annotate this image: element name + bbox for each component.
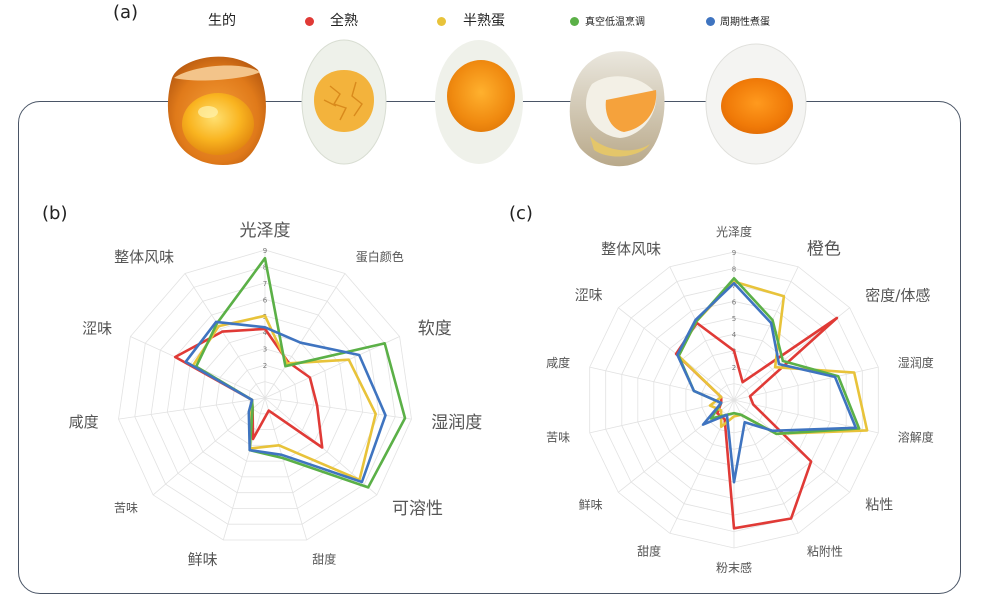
series-line-1 — [191, 314, 378, 482]
legend-dot-periodic — [706, 17, 715, 26]
axis-label: 光泽度 — [240, 221, 291, 241]
axis-label: 苦味 — [546, 431, 570, 445]
hard-boiled-egg-photo — [301, 39, 387, 165]
tick-label: 7 — [732, 282, 736, 290]
grid-spoke — [184, 273, 266, 399]
legend-dot-half — [437, 17, 446, 26]
axis-label: 橙色 — [807, 240, 841, 260]
legend-sousvide: 真空低温烹调 — [585, 17, 645, 28]
axis-label: 可溶性 — [392, 499, 443, 519]
axis-label: 甜度 — [637, 544, 661, 559]
series-line-2 — [677, 276, 861, 436]
tick-label: 8 — [263, 263, 267, 271]
grid-spoke — [264, 397, 308, 541]
grid-spoke — [118, 397, 266, 420]
raw-egg-photo — [167, 56, 266, 166]
panel-label-a: (a) — [113, 2, 139, 23]
legend-half: 半熟蛋 — [463, 13, 505, 29]
axis-label: 咸度 — [69, 413, 99, 431]
tick-label: 6 — [732, 298, 737, 306]
tick-label: 5 — [732, 315, 736, 323]
legend-dot-full — [305, 17, 314, 26]
grid-ring — [248, 381, 282, 415]
axis-label: 粉末感 — [716, 560, 752, 575]
axis-label: 苦味 — [114, 501, 138, 515]
grid-ring — [134, 265, 396, 525]
tick-label: 7 — [263, 280, 267, 288]
grid-ring — [183, 315, 347, 478]
axis-label: 湿润度 — [431, 413, 482, 433]
grid-spoke — [618, 399, 735, 493]
grid-spoke — [669, 399, 735, 534]
grid-spoke — [669, 266, 735, 401]
grid-spoke — [264, 397, 412, 420]
axis-label: 粘附性 — [807, 544, 843, 559]
axis-label: 咸度 — [546, 355, 570, 370]
grid-spoke — [589, 366, 735, 401]
tick-label: 2 — [732, 364, 736, 372]
tick-label: 4 — [732, 331, 737, 339]
axis-label: 湿润度 — [898, 355, 934, 370]
axis-label: 溶解度 — [898, 430, 934, 445]
tick-label: 9 — [732, 249, 736, 257]
grid-spoke — [152, 397, 266, 496]
panel-label-c: (c) — [509, 203, 533, 224]
axis-label: 整体风味 — [114, 248, 174, 266]
series-line-0 — [173, 327, 324, 449]
legend-dot-sousvide — [570, 17, 579, 26]
tick-label: 2 — [263, 362, 267, 370]
series-line-1 — [677, 280, 869, 436]
grid-ring — [118, 249, 412, 541]
sous-vide-egg-photo — [569, 51, 665, 167]
axis-label: 甜度 — [312, 551, 336, 566]
series-line-2 — [194, 256, 407, 489]
axis-label: 鲜味 — [188, 550, 218, 568]
axis-label: 蛋白颜色 — [356, 249, 404, 264]
periodic-cooked-egg-photo — [705, 43, 807, 165]
grid-spoke — [264, 273, 346, 399]
legend-periodic: 周期性煮蛋 — [720, 17, 770, 28]
grid-spoke — [264, 336, 400, 399]
axis-label: 光泽度 — [716, 224, 752, 239]
axis-label: 粘性 — [865, 498, 893, 514]
grid-spoke — [733, 266, 799, 401]
axis-label: 涩味 — [575, 288, 603, 304]
legend-raw: 生的 — [208, 13, 236, 29]
axis-label: 密度/体感 — [865, 287, 930, 305]
grid-spoke — [733, 399, 850, 493]
tick-label: 8 — [732, 265, 736, 273]
series-line-3 — [676, 281, 858, 484]
tick-label: 4 — [263, 329, 268, 337]
tick-label: 6 — [263, 296, 268, 304]
axis-label: 整体风味 — [601, 240, 661, 258]
axis-label: 鲜味 — [579, 498, 603, 512]
grid-ring — [199, 331, 331, 462]
tick-label: 9 — [263, 247, 267, 255]
axis-label: 涩味 — [82, 320, 112, 338]
grid-ring — [166, 298, 364, 494]
tick-label: 3 — [263, 346, 267, 354]
grid-spoke — [222, 397, 266, 541]
series-line-3 — [184, 320, 387, 484]
grid-ring — [231, 364, 299, 431]
soft-boiled-egg-photo — [435, 40, 523, 164]
legend-full: 全熟 — [330, 13, 358, 29]
grid-ring — [150, 282, 380, 509]
legend: 生的 全熟 半熟蛋 真空低温烹调 周期性煮蛋 — [0, 4, 981, 34]
axis-label: 软度 — [418, 319, 452, 339]
panel-label-b: (b) — [42, 203, 68, 224]
